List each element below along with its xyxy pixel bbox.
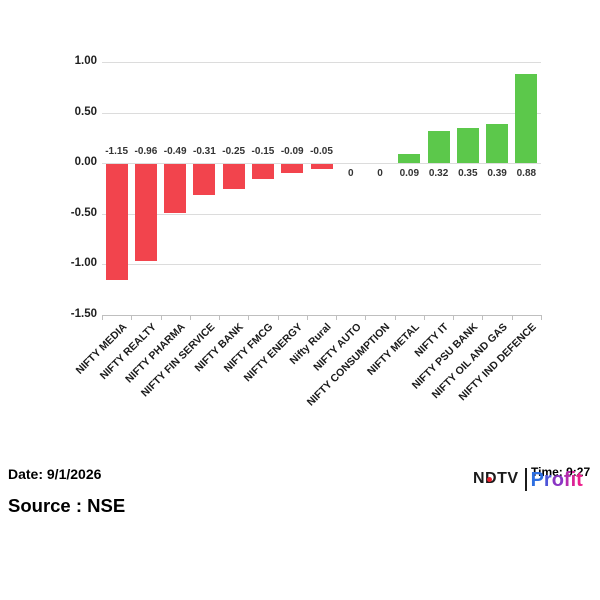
bar-value-label: -0.96 [134, 146, 158, 157]
gridline [102, 62, 541, 63]
bar-value-label: -0.09 [280, 146, 304, 157]
profit-letter: o [551, 469, 564, 491]
bar-negative [105, 164, 128, 281]
y-axis-tick-label: -1.50 [70, 307, 97, 320]
x-axis-tick [306, 314, 308, 320]
y-axis-tick-label: 0.00 [74, 156, 97, 168]
date-label: Date: 9/1/2026 [8, 466, 102, 482]
x-axis-tick [423, 314, 425, 320]
profit-letter: i [570, 469, 577, 491]
bar-value-label: 0.09 [399, 168, 420, 179]
bar-value-label: 0 [377, 168, 383, 179]
bar-negative [193, 164, 216, 196]
ndtv-logo-red-dot [487, 477, 492, 482]
profit-logo-text: Profit [531, 469, 583, 491]
bar-value-label: 0.32 [428, 168, 449, 179]
time-label: Time: 9:27 [531, 465, 591, 479]
bar-negative [310, 164, 333, 170]
bar-negative [281, 164, 304, 174]
y-axis-tick-label: 1.00 [74, 55, 97, 67]
x-axis-tick [219, 314, 221, 320]
gridline [102, 163, 541, 164]
ndtv-profit-logo: NDTV Profit [473, 468, 583, 491]
x-axis-tick [453, 314, 455, 320]
ndtv-logo-text: NDTV [473, 470, 519, 487]
bar-value-label: -0.05 [310, 146, 333, 157]
x-axis-tick [482, 314, 484, 320]
x-axis-tick [541, 314, 542, 320]
bar-positive [456, 127, 479, 163]
profit-letter: P [530, 469, 544, 491]
y-axis-tick-label: -0.50 [70, 206, 97, 219]
bar-value-label: -0.31 [193, 146, 216, 157]
bar-value-label: -0.15 [251, 146, 275, 157]
gridline [102, 264, 541, 265]
profit-letter: t [576, 469, 583, 491]
x-axis-tick [248, 314, 250, 320]
profit-letter: f [563, 469, 571, 491]
bar-value-label: 0.39 [487, 168, 507, 179]
bar-value-label: 0 [347, 168, 354, 179]
logo-separator-bar [524, 468, 527, 491]
x-axis-tick [394, 314, 396, 320]
x-axis-tick [277, 314, 279, 320]
bar-negative [134, 164, 157, 261]
x-axis-line [102, 314, 541, 316]
bar-value-label: -0.49 [163, 146, 187, 157]
x-axis-tick [102, 314, 103, 320]
bar-value-label: 0.88 [516, 168, 537, 179]
x-axis-tick [511, 314, 513, 320]
bar-value-label: -1.15 [105, 146, 129, 157]
bar-negative [164, 164, 187, 214]
bar-value-label: 0.35 [458, 168, 478, 179]
bar-negative [251, 164, 274, 180]
x-axis-tick [336, 314, 338, 320]
gridline [102, 112, 541, 114]
x-axis-tick [131, 314, 133, 320]
bar-positive [398, 153, 421, 163]
y-axis-tick-label: 0.50 [74, 105, 97, 118]
bar-negative [222, 164, 245, 190]
x-axis-tick [160, 314, 162, 320]
bar-positive [515, 74, 538, 163]
source-label: Source : NSE [8, 495, 126, 516]
bar-positive [427, 130, 450, 163]
x-axis-tick [365, 314, 367, 320]
y-axis-tick-label: -1.00 [70, 257, 97, 269]
bar-positive [486, 123, 509, 163]
gridline [102, 213, 541, 215]
x-axis-tick [189, 314, 191, 320]
bar-value-label: -0.25 [222, 146, 246, 157]
profit-letter: r [543, 469, 552, 491]
